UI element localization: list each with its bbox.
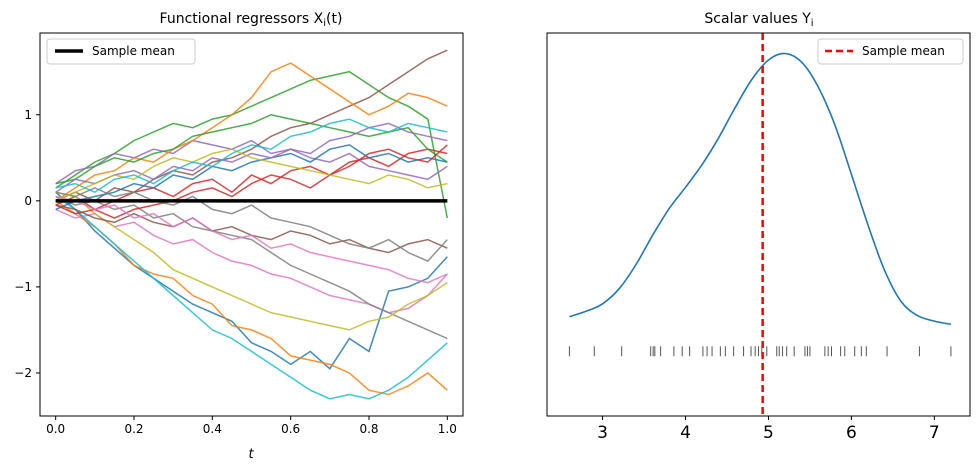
right-legend-box <box>817 38 964 65</box>
regressor-curve-16 <box>55 204 448 254</box>
right-legend: Sample mean <box>817 38 964 65</box>
regressor-curve-12 <box>55 62 448 202</box>
right-x-tick-label: 4 <box>680 423 691 443</box>
rug-marks <box>568 346 952 357</box>
right-x-ticks: 3 4 5 6 7 <box>597 416 940 443</box>
left-y-tick-label: −2 <box>14 366 32 380</box>
right-x-tick-label: 5 <box>763 423 774 443</box>
left-series-group <box>55 49 449 400</box>
left-chart-title: Functional regressors Xi(t) <box>160 11 343 29</box>
regressor-curve-13 <box>55 114 448 185</box>
density-curve <box>569 52 952 326</box>
regressor-curve-7 <box>55 208 448 314</box>
left-x-ticks: 0.0 0.2 0.4 0.6 0.8 1.0 <box>46 416 457 436</box>
regressor-curve-3 <box>55 70 449 219</box>
regressor-curve-18 <box>55 187 448 263</box>
left-x-tick-label: 0.8 <box>359 422 378 436</box>
left-legend: Sample mean <box>46 38 196 65</box>
regressor-curve-20 <box>55 118 448 194</box>
left-x-tick-label: 0.4 <box>203 422 222 436</box>
regressor-curve-1 <box>55 191 448 370</box>
regressor-curve-5 <box>55 139 448 185</box>
regressor-curve-9 <box>55 191 448 331</box>
right-chart-title: Scalar values Yi <box>704 11 813 29</box>
regressor-curve-10 <box>55 195 448 400</box>
scalar-values-panel: Scalar values Yi 3 4 5 6 7 Sample mean <box>546 11 971 443</box>
left-y-tick-label: 0 <box>24 194 32 208</box>
left-x-tick-label: 0.2 <box>124 422 143 436</box>
regressor-curve-6 <box>55 49 448 202</box>
right-legend-label: Sample mean <box>862 44 945 58</box>
left-legend-label: Sample mean <box>92 44 175 58</box>
regressor-curve-2 <box>55 200 448 396</box>
left-y-ticks: −2 −1 0 1 <box>14 108 40 380</box>
right-x-tick-label: 3 <box>597 423 608 443</box>
regressor-curve-14 <box>55 144 448 219</box>
regressor-curve-15 <box>55 122 448 193</box>
regressor-curve-19 <box>55 148 448 202</box>
functional-regressors-panel: Functional regressors Xi(t) 0.0 0.2 0.4 0.6… <box>14 11 464 462</box>
right-x-tick-label: 7 <box>929 423 940 443</box>
left-axes-frame <box>39 32 464 417</box>
regressor-curve-4 <box>55 148 448 211</box>
left-y-tick-label: 1 <box>24 108 32 122</box>
left-legend-box <box>46 38 196 65</box>
regressor-curve-11 <box>55 144 448 211</box>
left-x-tick-label: 0.6 <box>281 422 300 436</box>
right-x-tick-label: 6 <box>846 423 857 443</box>
left-x-axis-label: t <box>248 447 254 462</box>
right-axes-frame <box>546 32 971 417</box>
regressor-curve-8 <box>55 195 448 340</box>
left-x-tick-label: 1.0 <box>438 422 457 436</box>
left-y-tick-label: −1 <box>14 280 32 294</box>
regressor-curve-17 <box>55 195 448 284</box>
left-x-tick-label: 0.0 <box>46 422 65 436</box>
